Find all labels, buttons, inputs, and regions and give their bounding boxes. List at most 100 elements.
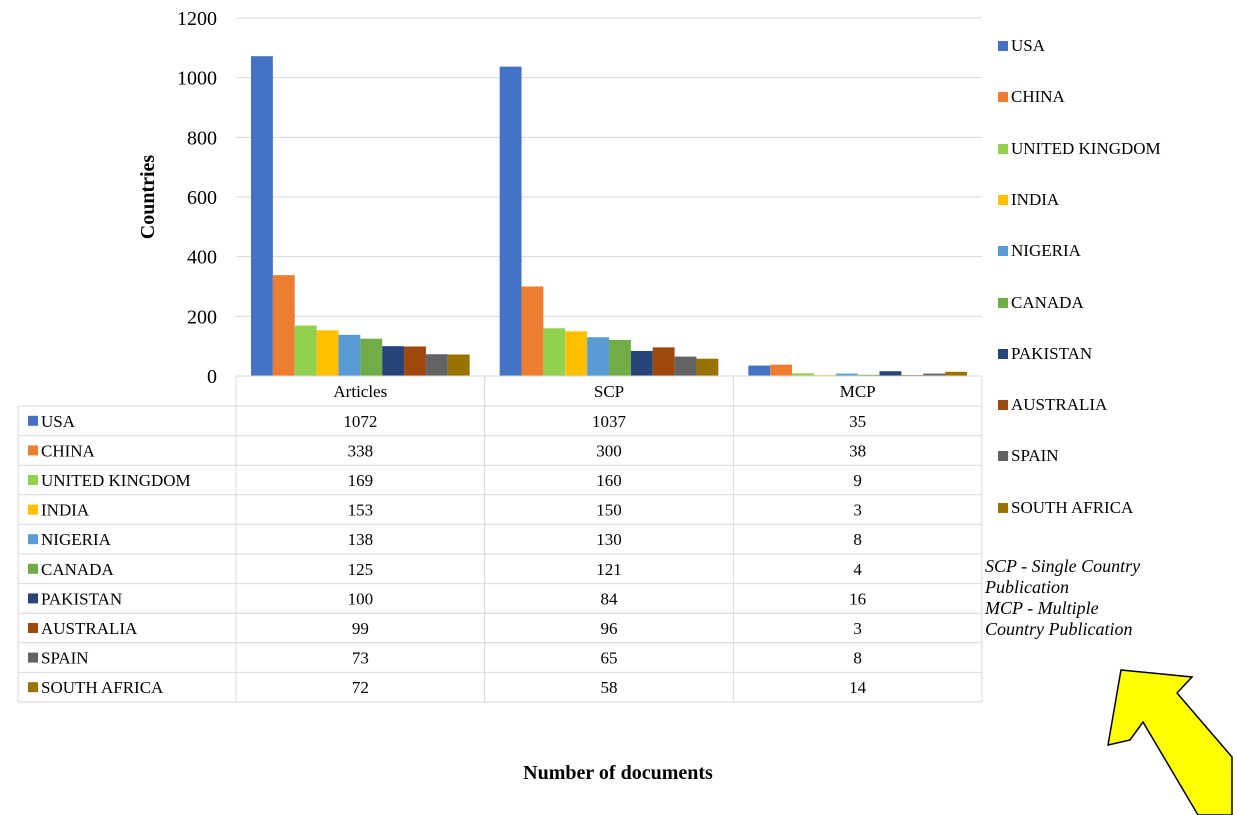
bar [609, 339, 631, 376]
bar [499, 66, 522, 377]
data-label: 72 [352, 678, 369, 697]
legend-label: UNITED KINGDOM [1011, 138, 1161, 158]
legend-swatch [998, 246, 1008, 257]
bar [857, 374, 880, 376]
data-label: 1037 [592, 412, 627, 431]
legend-swatch [998, 41, 1008, 51]
data-label: 125 [348, 560, 374, 579]
y-axis-title: Countries [137, 155, 159, 240]
legend-label: NIGERIA [1011, 241, 1081, 261]
note-line-2: Publication [985, 577, 1069, 597]
data-label: 100 [348, 589, 374, 608]
data-label: 35 [849, 412, 866, 431]
legend-item: CANADA [998, 293, 1084, 313]
table-legend-swatch [28, 563, 38, 574]
data-label: 150 [596, 501, 622, 520]
legend-item: UNITED KINGDOM [998, 139, 1161, 159]
x-axis-title: Number of documents [523, 762, 713, 784]
legend-swatch [998, 143, 1008, 154]
x-tick-label: MCP [840, 382, 876, 401]
data-label: 38 [849, 441, 866, 460]
legend-item: NIGERIA [998, 241, 1081, 261]
data-label: 138 [348, 530, 374, 549]
table-row-label: USA [41, 412, 76, 431]
data-label: 65 [601, 649, 618, 668]
bar [382, 346, 405, 376]
table-legend-swatch [28, 682, 38, 693]
data-label: 3 [853, 619, 862, 638]
y-tick-label: 1000 [177, 68, 217, 90]
legend-item: USA [998, 36, 1045, 56]
legend-swatch [998, 194, 1008, 205]
table-legend-swatch [28, 475, 38, 485]
table-legend-swatch [28, 504, 38, 515]
legend-label: INDIA [1011, 189, 1060, 209]
bar [360, 338, 383, 376]
y-tick-label: 800 [187, 127, 217, 149]
legend-item: AUSTRALIA [998, 395, 1107, 415]
legend-swatch [998, 451, 1008, 462]
data-label: 73 [352, 649, 369, 668]
table-row-label: SPAIN [41, 649, 89, 668]
data-label: 1072 [343, 412, 377, 431]
table-row-label: CHINA [41, 441, 96, 460]
data-label: 9 [853, 471, 862, 490]
table-row-label: PAKISTAN [41, 589, 122, 608]
data-label: 96 [601, 619, 618, 638]
legend-item: SOUTH AFRICA [998, 498, 1133, 518]
legend-swatch [998, 348, 1008, 359]
table-legend-swatch [28, 623, 38, 633]
y-tick-label: 1200 [177, 8, 217, 30]
y-tick-labels: 0 200 400 600 800 1000 1200 [177, 8, 217, 388]
data-label: 3 [853, 501, 862, 520]
gridlines [236, 17, 982, 377]
data-label: 130 [596, 530, 622, 549]
legend-label: SPAIN [1011, 446, 1059, 466]
legend-label: CHINA [1011, 87, 1065, 107]
note-line-3: MCP - Multiple [985, 598, 1099, 618]
note-line-1: SCP - Single Country [985, 556, 1141, 576]
bar [770, 364, 793, 376]
legend-label: PAKISTAN [1011, 343, 1093, 363]
data-label: 153 [348, 501, 374, 520]
table-row-label: SOUTH AFRICA [41, 678, 164, 697]
data-label: 160 [596, 471, 622, 490]
legend-item: PAKISTAN [998, 344, 1092, 364]
data-label: 121 [596, 560, 622, 579]
bar [923, 373, 946, 376]
y-tick-label: 200 [187, 306, 217, 328]
bar [521, 286, 544, 376]
bar [404, 346, 426, 376]
bar [272, 275, 295, 376]
table-row-label: UNITED KINGDOM [41, 471, 191, 490]
bar [879, 371, 902, 376]
legend-label: AUSTRALIA [1011, 395, 1108, 415]
legend-item: INDIA [998, 190, 1059, 210]
x-tick-label: Articles [333, 382, 387, 401]
legend-swatch [998, 502, 1008, 513]
data-label: 14 [849, 678, 867, 697]
bar [565, 331, 588, 376]
bar [696, 358, 719, 376]
legend-label: CANADA [1011, 292, 1084, 312]
table-row-label: INDIA [41, 501, 90, 520]
table-legend-swatch [28, 445, 38, 456]
bar [630, 350, 653, 376]
bar [543, 328, 566, 376]
yellow-arrow-icon [1107, 669, 1233, 815]
bar [316, 330, 339, 376]
data-label: 84 [601, 589, 619, 608]
data-label: 8 [853, 530, 862, 549]
bar [652, 347, 675, 376]
bar [425, 354, 448, 376]
bar [792, 373, 814, 376]
data-label: 16 [849, 589, 866, 608]
y-tick-label: 600 [187, 187, 217, 209]
data-label: 58 [601, 678, 618, 697]
table-row-label: CANADA [41, 560, 114, 579]
legend-swatch [998, 297, 1008, 308]
bar [447, 354, 470, 376]
bar [338, 334, 361, 376]
bars [251, 56, 967, 377]
